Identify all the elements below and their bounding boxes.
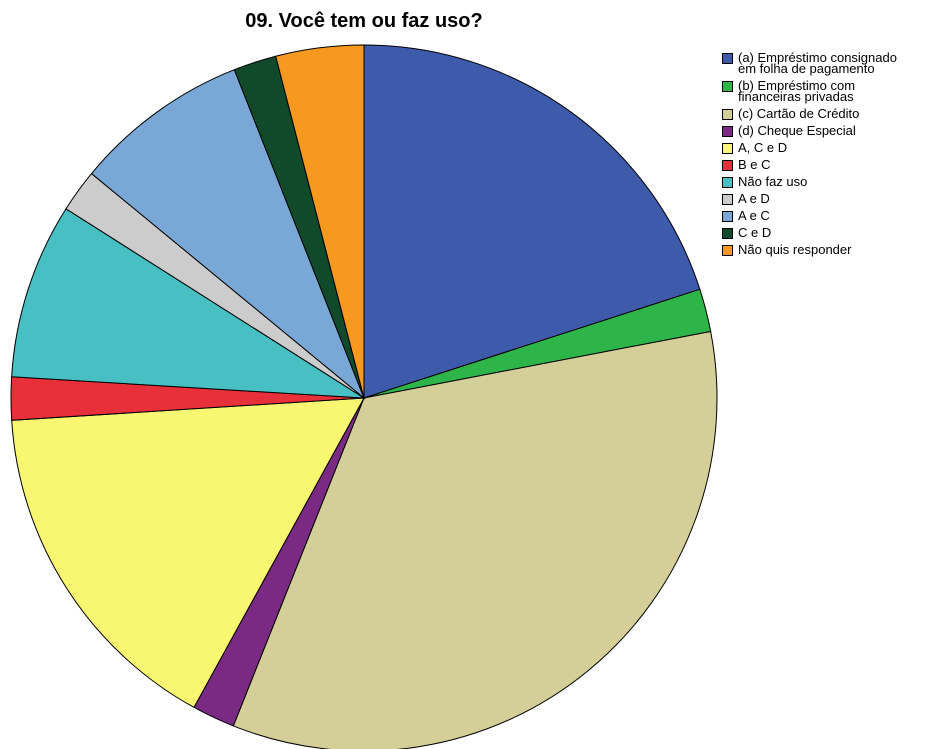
legend-item-6: Não faz uso (720, 174, 944, 189)
legend-item-7: A e D (720, 191, 944, 206)
legend-item-9: C e D (720, 225, 944, 240)
chart-title: 09. Você tem ou faz uso? (245, 10, 483, 32)
legend-label: A e D (738, 191, 770, 206)
legend-item-8: A e C (720, 208, 944, 223)
legend-swatch (722, 81, 733, 92)
legend-label: (a) Empréstimo consignado em folha de pa… (738, 50, 897, 76)
legend-swatch (722, 143, 733, 154)
legend-label: B e C (738, 157, 771, 172)
pie-slice-10 (275, 44, 365, 399)
legend-label: A, C e D (738, 140, 788, 155)
legend-label: C e D (738, 225, 772, 240)
legend-swatch (722, 109, 733, 120)
legend-swatch (722, 177, 733, 188)
legend-swatch (722, 160, 733, 171)
pie-slice-0 (363, 44, 701, 399)
legend-label: Não quis responder (738, 242, 852, 257)
pie-slice-8 (90, 69, 366, 400)
legend-label: (c) Cartão de Crédito (738, 106, 860, 121)
chart-legend: (a) Empréstimo consignado em folha de pa… (720, 50, 944, 261)
legend-item-0: (a) Empréstimo consignado em folha de pa… (720, 50, 944, 76)
legend-label: (b) Empréstimo com financeiras privadas (738, 78, 856, 104)
pie-slice-6 (11, 208, 366, 399)
pie-slice-2 (232, 330, 718, 749)
legend-swatch (722, 53, 733, 64)
legend-label: A e C (738, 208, 770, 223)
legend-swatch (722, 245, 733, 256)
legend-item-1: (b) Empréstimo com financeiras privadas (720, 78, 944, 104)
legend-item-10: Não quis responder (720, 242, 944, 257)
legend-swatch (722, 211, 733, 222)
legend-label: Não faz uso (738, 174, 808, 189)
legend-label: (d) Cheque Especial (738, 123, 856, 138)
legend-swatch (722, 126, 733, 137)
pie-slice-4 (11, 397, 365, 709)
legend-item-3: (d) Cheque Especial (720, 123, 944, 138)
legend-item-5: B e C (720, 157, 944, 172)
legend-swatch (722, 194, 733, 205)
legend-item-2: (c) Cartão de Crédito (720, 106, 944, 121)
legend-item-4: A, C e D (720, 140, 944, 155)
legend-swatch (722, 228, 733, 239)
